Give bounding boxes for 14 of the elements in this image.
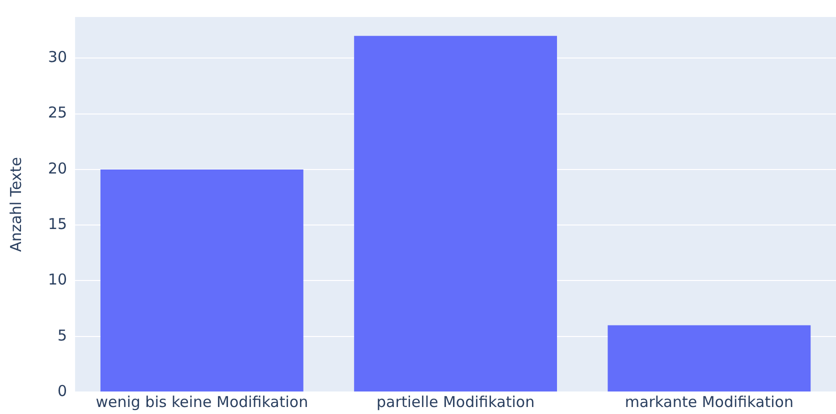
bar: [100, 169, 304, 392]
y-tick-label: 15: [48, 214, 68, 233]
bar: [608, 325, 811, 392]
y-tick-label: 10: [48, 270, 68, 289]
y-tick-label: 5: [58, 326, 68, 344]
x-tick-label: markante Modifikation: [624, 392, 794, 411]
x-tick-label: wenig bis keine Modifikation: [96, 392, 308, 411]
bar: [354, 36, 557, 392]
y-axis-title: Anzahl Texte: [6, 157, 25, 252]
y-tick-label: 30: [48, 48, 68, 66]
y-tick-label: 0: [58, 382, 68, 400]
y-tick-label: 25: [48, 104, 68, 122]
y-tick-label: 20: [48, 159, 68, 178]
x-tick-label: partielle Modifikation: [376, 392, 535, 411]
